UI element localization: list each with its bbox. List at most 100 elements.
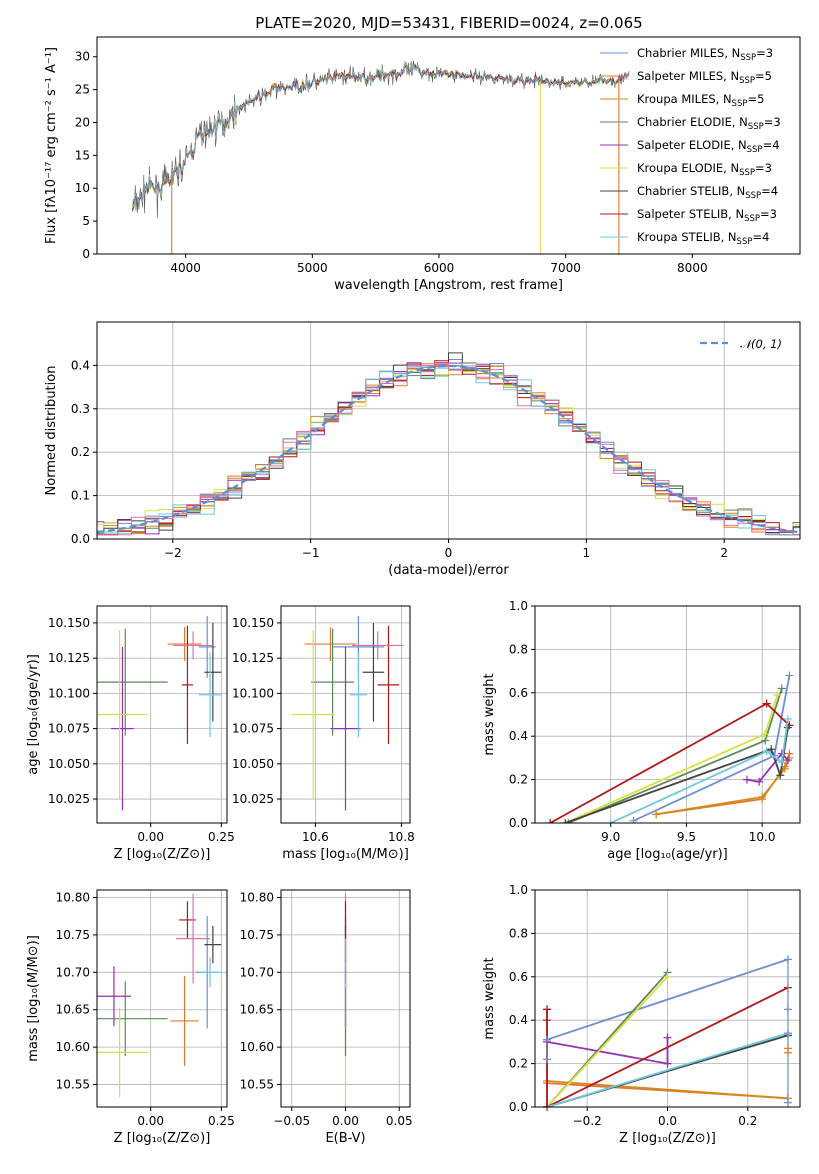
model-spectrum-line	[132, 63, 629, 211]
y-tick-label: 10.55	[56, 1078, 90, 1092]
mass-weight-marker	[777, 758, 786, 767]
mass-weight-marker	[652, 810, 661, 819]
mass-weight-line	[655, 757, 791, 816]
y-tick-label: 0.2	[509, 773, 528, 787]
x-tick-label: 10.0	[749, 830, 776, 844]
mass-vs-metallicity-panel: 0.00 0.25 10.55 10.60 10.65 10.70 10.75 10.80 Z …	[26, 889, 235, 1146]
y-tick-label: 10.80	[56, 890, 90, 904]
legend-label: Kroupa MILES, NSSP=5	[637, 92, 764, 109]
mass-weight-marker	[777, 684, 786, 693]
x-tick-label: −1	[302, 546, 320, 560]
y-tick-label: 0.6	[509, 686, 528, 700]
y-tick-label: 0.8	[509, 642, 528, 656]
y-tick-label: 30	[75, 50, 90, 64]
y-tick-label: 10.150	[48, 616, 90, 630]
x-axis-label: age [log₁₀(age/yr)]	[607, 847, 728, 862]
model-spectrum-line	[132, 62, 630, 210]
y-tick-label: 0.6	[509, 970, 528, 984]
x-tick-label: 8000	[677, 261, 708, 275]
x-tick-label: 0.25	[208, 1114, 235, 1128]
y-tick-label: 0.2	[71, 445, 90, 459]
mass-weight-line	[546, 958, 789, 1041]
x-tick-label: 0	[445, 546, 453, 560]
model-spectrum-line	[132, 63, 630, 211]
mass-weight-line	[546, 1032, 789, 1107]
y-tick-label: 10.70	[56, 965, 90, 979]
y-tick-label: 10.100	[232, 686, 274, 700]
x-axis-label: Z [log₁₀(Z/Z⊙)]	[114, 1131, 211, 1146]
mass-weight-marker	[783, 756, 792, 765]
mass-weight-line	[567, 688, 783, 823]
x-tick-label: −2	[164, 546, 182, 560]
x-tick-label: 0.0	[658, 1114, 677, 1128]
mass-weight-marker	[773, 690, 782, 699]
mass-weight-marker	[783, 714, 792, 723]
axes-frame	[96, 889, 228, 1108]
model-spectrum-line	[132, 63, 630, 210]
mass-weight-line	[610, 718, 789, 823]
x-tick-label: −0.05	[273, 1114, 310, 1128]
age-vs-metallicity-panel: 0.00 0.25 10.025 10.050 10.075 10.100 10.125 10…	[26, 605, 235, 862]
legend-label: Salpeter MILES, NSSP=5	[637, 69, 772, 86]
x-tick-label: 0.25	[208, 830, 235, 844]
y-tick-label: 0.4	[71, 358, 90, 372]
x-axis-label: (data-model)/error	[388, 563, 509, 578]
model-spectrum-line	[132, 62, 630, 208]
residual-histogram-panel: −2 −1 0 1 2 0.0 0.1 0.2 0.3 0.4 (data-model)/error…	[44, 321, 801, 578]
legend-label: 𝒩(0, 1)	[740, 337, 782, 351]
y-tick-label: 10.025	[48, 792, 90, 806]
mass-weight-vs-metallicity-panel: −0.2 0.0 0.2 0.0 0.2 0.4 0.6 0.8 1.0 Z [log₁₀(Z/Z…	[482, 883, 801, 1146]
y-tick-label: 10.65	[56, 1003, 90, 1017]
y-tick-label: 10.125	[232, 651, 274, 665]
x-tick-label: 7000	[550, 261, 581, 275]
y-tick-label: 10.70	[240, 965, 274, 979]
x-tick-label: 0.05	[386, 1114, 413, 1128]
model-spectrum-line	[132, 64, 630, 210]
mass-weight-marker	[629, 816, 638, 823]
y-tick-label: 0.0	[509, 1100, 528, 1114]
model-spectrum-line	[132, 62, 630, 210]
x-tick-label: 10.8	[388, 830, 415, 844]
legend-label: Chabrier MILES, NSSP=3	[637, 46, 773, 63]
y-tick-label: 0	[82, 247, 90, 261]
y-tick-label: 10	[75, 181, 90, 195]
mass-weight-marker	[561, 819, 570, 823]
x-axis-label: Z [log₁₀(Z/Z⊙)]	[114, 847, 211, 862]
y-tick-label: 5	[82, 214, 90, 228]
y-tick-label: 10.80	[240, 890, 274, 904]
legend-label: Salpeter ELODIE, NSSP=4	[637, 138, 780, 155]
y-tick-label: 0.2	[509, 1057, 528, 1071]
y-axis-label: mass [log₁₀(M/M⊙)]	[26, 935, 41, 1062]
y-tick-label: 10.025	[232, 792, 274, 806]
y-tick-label: 0.0	[509, 816, 528, 830]
axes-frame	[534, 889, 801, 1108]
mass-weight-marker	[785, 671, 794, 680]
y-tick-label: 0.3	[71, 402, 90, 416]
normal-distribution-curve	[97, 364, 800, 534]
axes-frame	[96, 605, 228, 824]
mass-weight-vs-age-panel: 9.0 9.5 10.0 0.0 0.2 0.4 0.6 0.8 1.0 age [log₁₀(a…	[482, 599, 801, 862]
mass-weight-marker	[564, 819, 573, 823]
y-tick-label: 10.075	[232, 722, 274, 736]
y-axis-label: mass weight	[482, 673, 497, 755]
y-axis-label: age [log₁₀(age/yr)]	[26, 654, 41, 775]
figure-title: PLATE=2020, MJD=53431, FIBERID=0024, z=0…	[255, 14, 642, 32]
y-tick-label: 25	[75, 83, 90, 97]
mass-weight-marker	[776, 771, 785, 780]
x-tick-label: 6000	[424, 261, 455, 275]
x-tick-label: 4000	[170, 261, 201, 275]
x-tick-label: 10.6	[302, 830, 329, 844]
y-axis-label: mass weight	[482, 957, 497, 1039]
mass-weight-marker	[743, 775, 751, 784]
x-axis-label: Z [log₁₀(Z/Z⊙)]	[619, 1131, 716, 1146]
legend-label: Salpeter STELIB, NSSP=3	[637, 207, 777, 224]
x-tick-label: 2	[720, 546, 728, 560]
mass-weight-line	[546, 1080, 789, 1100]
mass-weight-marker	[663, 972, 672, 981]
x-tick-label: 9.5	[677, 830, 696, 844]
mass-weight-marker	[606, 819, 615, 823]
legend-label: Kroupa ELODIE, NSSP=3	[637, 161, 772, 178]
y-tick-label: 10.60	[56, 1040, 90, 1054]
axes-frame	[96, 36, 801, 255]
y-tick-label: 10.60	[240, 1040, 274, 1054]
